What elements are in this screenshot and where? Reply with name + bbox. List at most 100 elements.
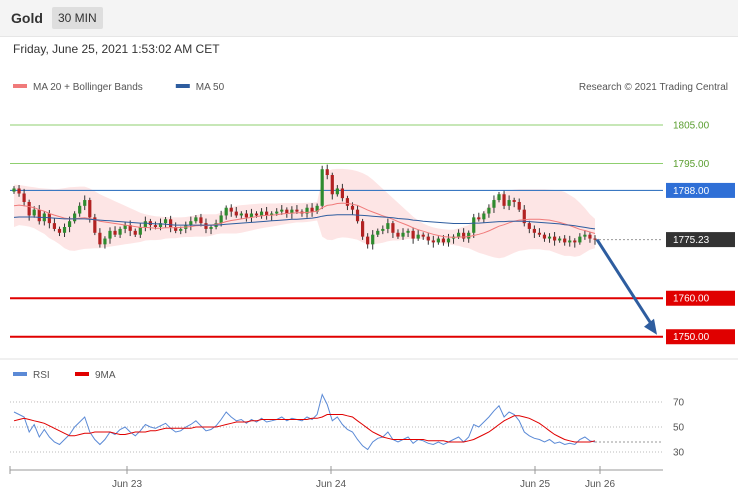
candle-body [477, 217, 481, 220]
candle-body [83, 200, 87, 206]
candle-body [320, 169, 324, 206]
candles [12, 164, 597, 250]
candle-body [62, 227, 67, 233]
instrument-title: Gold [11, 10, 43, 26]
candle-body [547, 236, 552, 239]
candle-body [219, 215, 223, 224]
candle-body [563, 238, 567, 243]
candle-body [391, 223, 395, 233]
candle-body [492, 200, 496, 208]
candle-body [57, 228, 62, 233]
candle-body [558, 238, 562, 241]
candle-body [456, 232, 461, 237]
level-tag-1760.00 [666, 290, 735, 306]
candle-body [421, 234, 425, 237]
candle-body [108, 230, 112, 239]
x-tick-label: Jun 23 [112, 479, 142, 490]
level-tag-1788.00 [666, 182, 735, 198]
candle-body [512, 200, 516, 202]
candle-body [123, 225, 127, 229]
legend-label: MA 20 + Bollinger Bands [33, 82, 143, 93]
candle-body [588, 234, 592, 239]
candle-body [330, 175, 334, 195]
candle-body [522, 209, 526, 224]
candle-body [290, 209, 294, 214]
candle-body [259, 211, 264, 216]
bollinger-band-area [14, 168, 595, 259]
level-label-1750.00: 1750.00 [673, 332, 710, 343]
level-tag-1750.00 [666, 329, 735, 345]
candle-body [280, 209, 284, 212]
candle-body [366, 236, 370, 245]
candle-body [381, 228, 385, 231]
candle-body [335, 188, 339, 195]
candle-body [502, 194, 506, 206]
candle-body [310, 207, 314, 212]
rsi-tick-label: 30 [673, 448, 685, 459]
candle-body [37, 209, 41, 222]
projection-arrow-shaft [595, 238, 655, 328]
ma20-line [13, 202, 596, 238]
candle-body [527, 223, 531, 229]
candle-body [583, 234, 587, 237]
candle-body [179, 228, 183, 231]
legend-label: MA 50 [196, 82, 225, 93]
candle-body [174, 227, 178, 231]
candle-body [350, 205, 355, 210]
candle-body [573, 240, 577, 243]
candle-body [371, 234, 375, 245]
candle-body [568, 240, 572, 243]
candle-body [229, 207, 233, 212]
candle-body [27, 201, 31, 216]
rsi-tick-label: 70 [673, 398, 685, 409]
candle-body [32, 209, 36, 216]
candle-body [345, 198, 350, 206]
level-label-1760.00: 1760.00 [673, 294, 710, 305]
rsi-legend: RSI 9MA [13, 370, 116, 381]
candle-body [482, 213, 486, 220]
level-label-1805.00: 1805.00 [673, 120, 710, 131]
candle-body [234, 211, 238, 216]
candle-body [98, 232, 102, 245]
rsi-ma-line [13, 414, 596, 443]
candle-body [103, 238, 107, 245]
candle-body [158, 223, 163, 227]
candle-body [270, 213, 274, 216]
candle-body [285, 209, 289, 214]
candle-body [199, 217, 203, 224]
candle-body [472, 217, 476, 233]
candle-body [67, 221, 72, 227]
candle-body [88, 200, 92, 218]
candle-body [153, 225, 158, 227]
interval-button[interactable]: 30 MIN [52, 7, 103, 29]
legend-swatch [13, 84, 27, 88]
candle-body [224, 207, 228, 216]
ma50-line [13, 214, 596, 230]
candle-body [73, 213, 77, 222]
candle-body [209, 227, 213, 229]
candle-body [340, 188, 344, 199]
candle-body [487, 207, 491, 214]
candle-body [295, 209, 299, 212]
candle-body [552, 236, 557, 241]
candle-body [52, 223, 57, 229]
level-label-1795.00: 1795.00 [673, 159, 710, 170]
candle-body [265, 211, 269, 216]
x-tick-label: Jun 25 [520, 479, 550, 490]
candle-body [376, 230, 380, 235]
candle-body [431, 240, 435, 243]
candle-body [143, 221, 147, 227]
legend-swatch [75, 372, 89, 376]
candle-body [542, 234, 547, 239]
candle-body [189, 221, 193, 226]
legend-swatch [175, 84, 190, 88]
candle-body [593, 238, 597, 240]
candle-body [12, 188, 16, 192]
candle-body [138, 227, 142, 235]
header-bar: Gold 30 MIN [0, 0, 738, 37]
candle-body [401, 232, 405, 237]
candle-body [446, 238, 451, 243]
candle-body [436, 238, 440, 243]
candle-body [204, 223, 208, 229]
candle-body [517, 201, 521, 210]
